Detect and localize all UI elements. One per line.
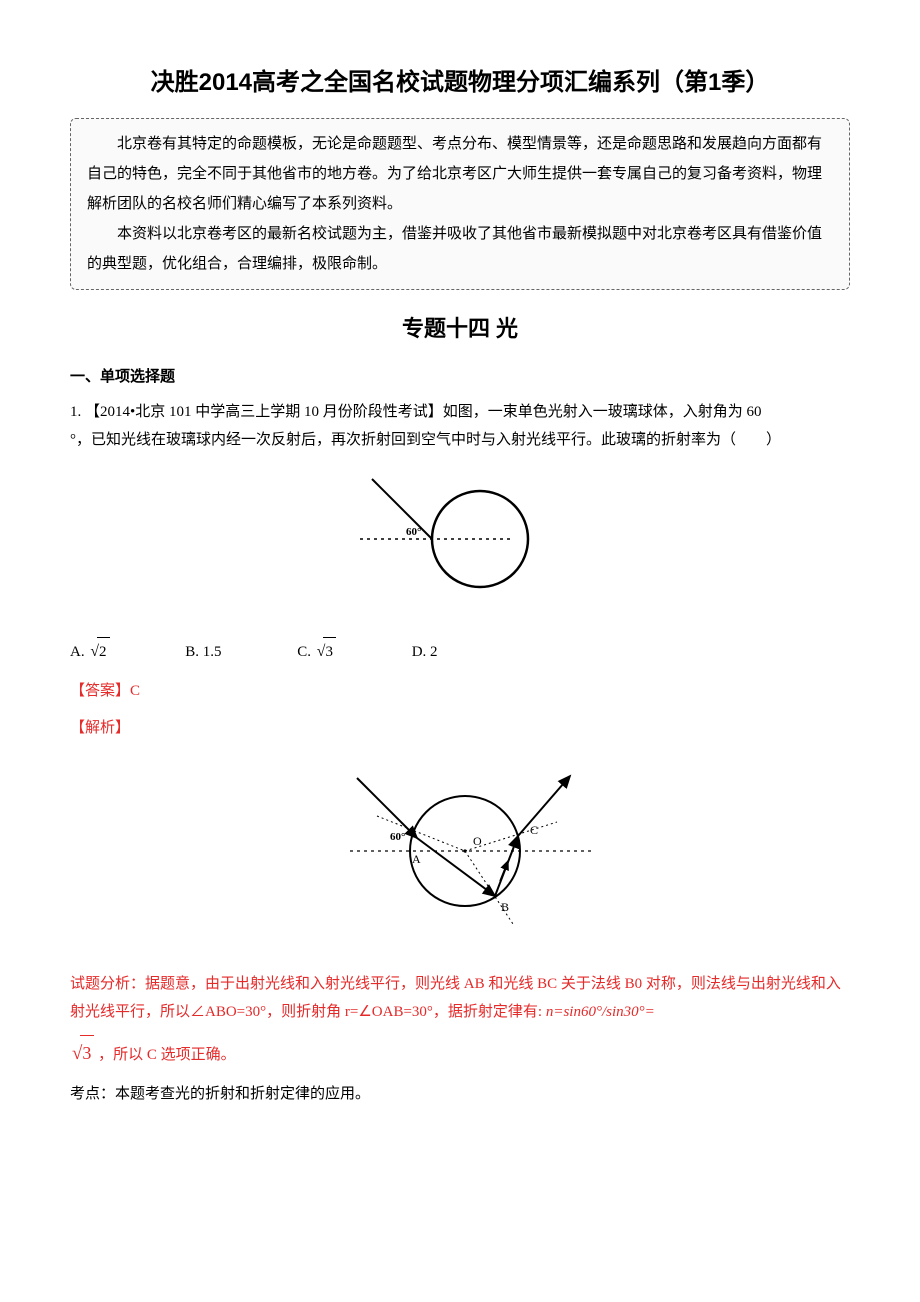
figure-1-svg: 60° xyxy=(360,469,560,609)
intro-box: 北京卷有其特定的命题模板，无论是命题题型、考点分布、模型情景等，还是命题思路和发… xyxy=(70,118,850,290)
fig2-angle-label: 60° xyxy=(390,831,405,843)
topic-line: 考点：本题考查光的折射和折射定律的应用。 xyxy=(70,1080,850,1109)
q1-stem-suffix: °，已知光线在玻璃球内经一次反射后，再次折射回到空气中时与入射光线平行。此玻璃的… xyxy=(70,432,781,448)
option-B: B. 1.5 xyxy=(185,638,221,667)
fig2-label-B: B xyxy=(501,900,509,914)
figure-2-svg: 60° A B C O xyxy=(305,756,615,941)
fig2-label-C: C xyxy=(530,823,538,837)
option-A: A. √2 xyxy=(70,637,110,667)
figure-1: 60° xyxy=(70,469,850,620)
q1-options: A. √2 B. 1.5 C. √3 D. 2 xyxy=(70,637,850,667)
intro-paragraph-2: 本资料以北京卷考区的最新名校试题为主，借鉴并吸收了其他省市最新模拟题中对北京卷考… xyxy=(87,219,833,279)
sqrt-2: √2 xyxy=(88,637,109,667)
fig2-label-A: A xyxy=(412,852,421,866)
sqrt-radicand-A: 2 xyxy=(97,637,110,667)
explain-label: 【解析】 xyxy=(70,714,850,743)
sqrt-radicand-result: 3 xyxy=(80,1035,94,1070)
intro-paragraph-1: 北京卷有其特定的命题模板，无论是命题题型、考点分布、模型情景等，还是命题思路和发… xyxy=(87,129,833,219)
analysis-block: 试题分析：据题意，由于出射光线和入射光线平行，则光线 AB 和光线 BC 关于法… xyxy=(70,970,850,1108)
analysis-text: 试题分析：据题意，由于出射光线和入射光线平行，则光线 AB 和光线 BC 关于法… xyxy=(70,970,850,1027)
fig2-ray-AB xyxy=(417,838,495,896)
answer-label: 【答案】C xyxy=(70,677,850,706)
analysis-suffix: ，所以 C 选项正确。 xyxy=(98,1047,236,1063)
fig2-incident-ray xyxy=(357,778,417,838)
fig1-incident-ray xyxy=(372,479,432,539)
fig2-center-dot xyxy=(463,850,466,853)
fig1-angle-label: 60° xyxy=(406,526,421,538)
option-A-label: A. xyxy=(70,644,88,660)
sqrt-3-result: √3 xyxy=(70,1035,94,1072)
analysis-formula: n=sin60°/sin30°= xyxy=(546,1004,655,1020)
page-title: 决胜2014高考之全国名校试题物理分项汇编系列（第1季） xyxy=(70,60,850,106)
question-1-stem: 1. 【2014•北京 101 中学高三上学期 10 月份阶段性考试】如图，一束… xyxy=(70,398,850,455)
fig2-outgoing-ray xyxy=(518,776,570,836)
fig2-ray-BC-arrow xyxy=(500,861,508,881)
section-heading: 专题十四 光 xyxy=(70,308,850,350)
sqrt-3: √3 xyxy=(315,637,336,667)
option-C: C. √3 xyxy=(297,637,336,667)
analysis-prefix: 试题分析：据题意，由于出射光线和入射光线平行，则光线 AB 和光线 BC 关于法… xyxy=(70,976,841,1021)
subsection-label: 一、单项选择题 xyxy=(70,363,850,392)
fig2-label-O: O xyxy=(473,834,482,848)
option-C-label: C. xyxy=(297,644,315,660)
sqrt-radicand-C: 3 xyxy=(323,637,336,667)
figure-2: 60° A B C O xyxy=(70,756,850,952)
option-D: D. 2 xyxy=(412,638,438,667)
q1-stem-prefix: 1. 【2014•北京 101 中学高三上学期 10 月份阶段性考试】如图，一束… xyxy=(70,404,762,420)
analysis-result-line: √3 ，所以 C 选项正确。 xyxy=(70,1035,850,1072)
